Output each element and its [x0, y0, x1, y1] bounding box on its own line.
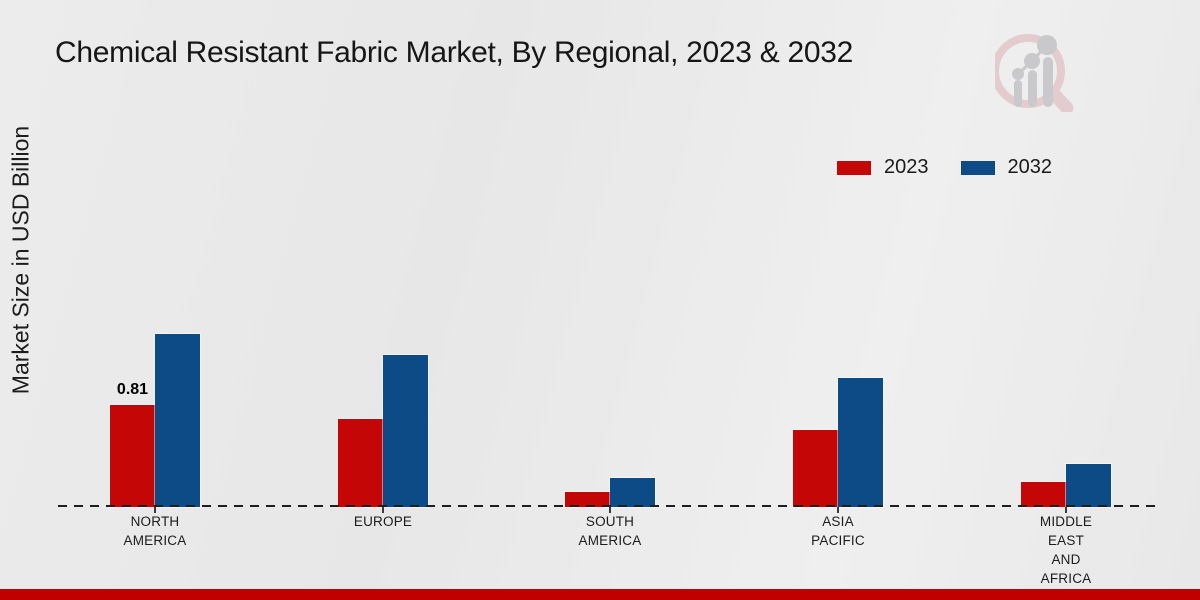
x-axis-category-label: MIDDLE EAST AND AFRICA [1039, 514, 1093, 586]
logo-ring [995, 34, 1065, 108]
bar-2023-south-america [565, 492, 610, 507]
footer-accent-bar [0, 589, 1200, 600]
legend-item-2023: 2023 [837, 156, 929, 179]
x-axis-line [58, 505, 1157, 507]
legend-swatch-icon [837, 160, 871, 175]
x-axis-tick [154, 507, 156, 513]
legend-label: 2032 [1007, 156, 1053, 178]
x-axis-tick [609, 507, 611, 513]
legend-label: 2023 [884, 156, 929, 178]
bar-2023-asia-pacific [793, 430, 838, 507]
magnifier-bar-chart-logo-icon [995, 34, 1074, 112]
bar-2032-asia-pacific [838, 378, 883, 507]
logo-bars [1014, 57, 1053, 107]
x-axis-category-label: EUROPE [353, 514, 413, 529]
bar-2032-north-america [155, 334, 200, 507]
bar-value-label: 0.81 [116, 381, 149, 398]
bar-2023-middle-east-and-africa [1021, 482, 1066, 507]
bar-2032-europe [383, 355, 428, 507]
legend-swatch-icon [960, 160, 995, 175]
bar-2032-middle-east-and-africa [1066, 464, 1111, 507]
x-axis-category-label: ASIA PACIFIC [811, 514, 865, 548]
x-axis-category-label: NORTH AMERICA [123, 514, 187, 548]
x-axis-category-label: SOUTH AMERICA [578, 514, 642, 548]
legend-item-2032: 2032 [960, 156, 1053, 179]
chart-title: Chemical Resistant Fabric Market, By Reg… [55, 36, 853, 69]
logo-handle [1046, 86, 1074, 112]
x-axis-tick [837, 507, 839, 513]
x-axis-tick [1065, 507, 1067, 513]
bar-2032-south-america [610, 478, 655, 507]
logo-dots [1012, 35, 1057, 80]
x-axis-tick [382, 507, 384, 513]
bar-2023-europe [338, 419, 383, 507]
legend: 2023 2032 [837, 156, 1052, 179]
bar-2023-north-america [110, 405, 155, 507]
